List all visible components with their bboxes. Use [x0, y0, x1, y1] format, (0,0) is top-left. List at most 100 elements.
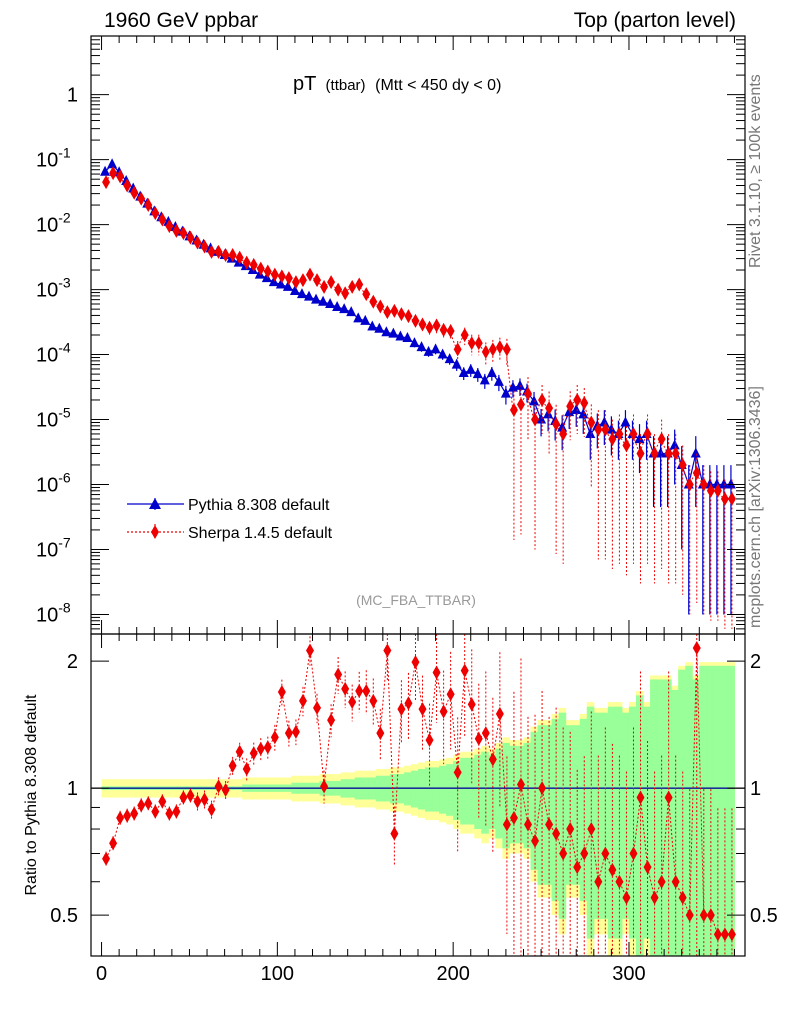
y-tick-label-exponent: -8 [58, 599, 71, 615]
sherpa-point [439, 322, 448, 337]
stat-band-inner [643, 706, 651, 939]
sherpa-point [144, 198, 153, 213]
stat-band-inner [720, 665, 728, 956]
sherpa-point [699, 477, 708, 492]
sherpa-point [137, 191, 146, 206]
plot-title: pT (ttbar) (Mtt < 450 dy < 0) [293, 73, 501, 95]
stat-band-inner [565, 725, 574, 885]
legend-pythia-label: Pythia 8.308 default [188, 497, 330, 514]
sherpa-point [123, 178, 132, 193]
pythia-point [571, 404, 582, 415]
sherpa-ratio-point [172, 804, 181, 819]
sherpa-ratio-point [460, 663, 469, 678]
sherpa-point [242, 255, 251, 270]
plot-title-sub: (ttbar) [326, 77, 366, 94]
pythia-point [339, 303, 350, 314]
sherpa-ratio-point [650, 890, 659, 905]
sherpa-ratio-point [566, 822, 575, 837]
stat-band-inner [403, 772, 412, 806]
stat-band-inner [664, 679, 672, 956]
sherpa-point [186, 230, 195, 245]
sherpa-point [481, 344, 490, 359]
stat-band-inner [516, 745, 524, 844]
sherpa-point [566, 399, 575, 414]
stat-band-inner [453, 760, 461, 821]
sherpa-point [179, 226, 188, 241]
sherpa-point [720, 491, 729, 506]
sherpa-point [348, 279, 357, 294]
sherpa-point [313, 273, 322, 288]
pythia-point [669, 439, 680, 450]
sherpa-point [193, 235, 202, 250]
stat-band-inner [558, 712, 567, 919]
stat-band-inner [650, 679, 658, 956]
legend: Pythia 8.308 default Sherpa 1.4.5 defaul… [127, 497, 333, 542]
sherpa-point [685, 477, 694, 492]
sherpa-ratio-point [228, 758, 237, 773]
pythia-point [416, 341, 427, 352]
sherpa-ratio-point [186, 788, 195, 803]
side-label-rivet: Rivet 3.1.10, ≥ 100k events [747, 74, 764, 268]
sherpa-point [362, 287, 371, 302]
sherpa-ratio-point [151, 804, 160, 819]
sherpa-ratio-point [474, 731, 483, 746]
y-tick-label-base: 10 [36, 604, 58, 626]
y-tick-label-exponent: -4 [58, 340, 71, 356]
sherpa-point [341, 286, 350, 301]
stat-band-inner [657, 679, 665, 956]
sherpa-ratio-point [109, 836, 118, 851]
pythia-point [529, 395, 540, 406]
sherpa-ratio-point [411, 655, 420, 670]
sherpa-point [629, 426, 638, 441]
sherpa-ratio-point [277, 685, 286, 700]
pythia-point [536, 413, 547, 424]
sherpa-point [256, 261, 265, 276]
sherpa-point [270, 267, 279, 282]
pythia-point [437, 348, 448, 359]
sherpa-point [263, 264, 272, 279]
sherpa-ratio-point [671, 874, 680, 889]
pythia-point [634, 433, 645, 444]
plot-title-main: pT [293, 73, 316, 95]
sherpa-ratio-point [369, 693, 378, 708]
sherpa-ratio-point [601, 846, 610, 861]
sherpa-point [594, 422, 603, 437]
pythia-point [479, 374, 490, 385]
y-tick-label: 10-8 [36, 599, 71, 626]
sherpa-ratio-point [362, 683, 371, 698]
ratio-y-tick-label-right: 1 [750, 778, 761, 800]
stat-band-inner [586, 706, 595, 939]
pythia-point [402, 331, 413, 342]
stat-band-inner [460, 757, 468, 825]
pythia-series-line [104, 163, 731, 487]
sherpa-ratio-point [552, 826, 561, 841]
ratio-y-tick-label-left: 1 [67, 778, 78, 800]
pythia-point [444, 353, 455, 364]
sherpa-ratio-point [608, 862, 617, 877]
pythia-point [465, 363, 476, 374]
pythia-point [704, 478, 715, 489]
sherpa-point [608, 432, 617, 447]
sherpa-point [559, 426, 568, 441]
pythia-point [620, 416, 631, 427]
sherpa-point [678, 457, 687, 472]
sherpa-ratio-point [130, 806, 139, 821]
sherpa-ratio-point [502, 817, 511, 832]
sherpa-point [418, 317, 427, 332]
pythia-point [360, 314, 371, 325]
pythia-point [690, 447, 701, 458]
sherpa-ratio-point [538, 781, 547, 796]
sherpa-point [516, 397, 525, 412]
sherpa-point [369, 294, 378, 309]
sherpa-ratio-point [256, 741, 265, 756]
sherpa-point [397, 307, 406, 322]
pythia-point [388, 327, 399, 338]
pythia-point [296, 288, 307, 299]
stat-band-inner [621, 712, 630, 919]
stat-band-inner [439, 765, 447, 814]
y-tick-label: 10-7 [36, 534, 71, 561]
stat-band-inner [474, 754, 482, 830]
pythia-point [718, 478, 729, 489]
pythia-point [282, 280, 293, 291]
sherpa-ratio-point [573, 860, 582, 875]
